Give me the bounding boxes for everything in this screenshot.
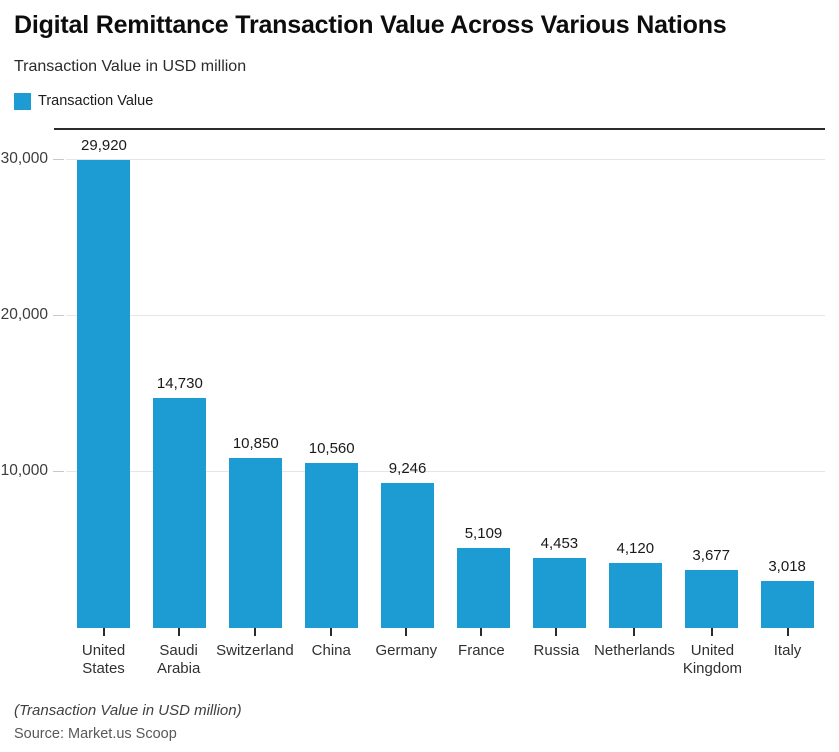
x-axis-tick: Russia (519, 627, 594, 680)
bar-value-label: 10,560 (308, 439, 355, 457)
y-axis-tick-mark (53, 315, 64, 317)
x-axis-tick-mark (480, 627, 483, 636)
y-axis-tick-mark (53, 158, 64, 160)
bar[interactable] (760, 580, 814, 628)
x-axis-tick-label: Russia (533, 641, 580, 659)
bar-slot: 4,120 (597, 128, 673, 628)
x-axis-tick-label: China (311, 641, 351, 659)
x-axis-tick-label: United Kingdom (682, 641, 743, 678)
x-axis-tick: Switzerland (216, 627, 294, 680)
x-axis-line (54, 127, 825, 130)
chart-plot-wrapper: 10,000 20,000 30,000 29,920 14,730 10,850 10,… (0, 127, 839, 677)
bar-value-label: 29,920 (81, 137, 127, 155)
legend-swatch-icon (14, 92, 31, 110)
x-axis-tick-label: United States (81, 641, 126, 678)
chart-legend: Transaction Value (14, 92, 825, 110)
bar-slot: 4,453 (521, 128, 597, 628)
chart-header: Digital Remittance Transaction Value Acr… (0, 0, 839, 110)
x-axis-tick: Germany (369, 627, 444, 680)
bar[interactable] (684, 570, 738, 628)
bar[interactable] (381, 483, 435, 628)
y-axis-tick-mark (53, 471, 64, 473)
chart-footer: (Transaction Value in USD million) Sourc… (14, 702, 242, 742)
x-axis-tick-label: Netherlands (594, 641, 675, 659)
bar[interactable] (305, 462, 359, 628)
bar-slot: 10,850 (218, 128, 294, 628)
x-axis-tick-mark (102, 627, 105, 636)
bar-value-label: 10,850 (232, 435, 279, 453)
x-axis-tick: Netherlands (594, 627, 675, 680)
y-axis-tick-label: 20,000 (0, 306, 48, 324)
bar[interactable] (532, 558, 586, 628)
x-axis-tick: France (444, 627, 519, 680)
bar-value-label: 4,453 (540, 535, 579, 553)
gridline (66, 315, 825, 317)
legend-item-label: Transaction Value (38, 92, 154, 109)
bar[interactable] (456, 547, 510, 628)
footer-note: (Transaction Value in USD million) (14, 702, 242, 719)
x-axis-tick: Saudi Arabia (141, 627, 216, 680)
bar-value-label: 3,018 (768, 557, 806, 575)
x-axis-ticks-group: United States Saudi Arabia Switzerland China G… (66, 627, 825, 680)
x-axis-tick-label: Germany (375, 641, 438, 659)
gridline (66, 471, 825, 473)
chart-subtitle: Transaction Value in USD million (14, 57, 247, 75)
bar-slot: 3,677 (673, 128, 749, 628)
page-title: Digital Remittance Transaction Value Acr… (14, 11, 727, 39)
x-axis-tick: Italy (750, 627, 825, 680)
bar-slot: 10,560 (294, 128, 370, 628)
x-axis-tick-mark (555, 627, 558, 636)
bar[interactable] (608, 563, 662, 628)
bar-slot: 9,246 (370, 128, 446, 628)
x-axis-tick-mark (405, 627, 408, 636)
bar-slot: 5,109 (446, 128, 522, 628)
bar-value-label: 14,730 (156, 374, 203, 392)
bar-value-label: 9,246 (388, 460, 427, 478)
x-axis-tick: United Kingdom (675, 627, 750, 680)
bar[interactable] (77, 160, 131, 628)
x-axis-tick-label: France (458, 641, 505, 659)
x-axis-tick-label: Saudi Arabia (156, 641, 201, 678)
x-axis-tick-mark (253, 627, 256, 636)
x-axis-tick-mark (786, 627, 789, 636)
bar-slot: 14,730 (142, 128, 218, 628)
x-axis-tick-mark (330, 627, 333, 636)
x-axis-tick-mark (633, 627, 636, 636)
x-axis-tick-mark (711, 627, 714, 636)
bar[interactable] (229, 458, 283, 628)
x-axis-tick: China (294, 627, 369, 680)
x-axis-tick-mark (177, 627, 180, 636)
bars-group: 29,920 14,730 10,850 10,560 9,246 5,109 4,453 4… (66, 128, 825, 628)
plot-area: 10,000 20,000 30,000 29,920 14,730 10,850 10,… (1, 127, 825, 677)
bar-value-label: 5,109 (464, 524, 503, 542)
bar-slot: 3,018 (749, 128, 825, 628)
bar-value-label: 3,677 (692, 547, 730, 565)
bar-slot: 29,920 (66, 128, 142, 628)
y-axis-tick-label: 30,000 (0, 149, 48, 167)
x-axis-tick: United States (66, 627, 141, 680)
y-axis-tick-label: 10,000 (0, 462, 48, 480)
gridline (66, 158, 825, 160)
x-axis-tick-label: Italy (773, 641, 802, 659)
footer-source: Source: Market.us Scoop (14, 726, 177, 742)
bar[interactable] (153, 397, 207, 628)
bar-value-label: 4,120 (616, 540, 655, 558)
x-axis-tick-label: Switzerland (216, 641, 294, 659)
